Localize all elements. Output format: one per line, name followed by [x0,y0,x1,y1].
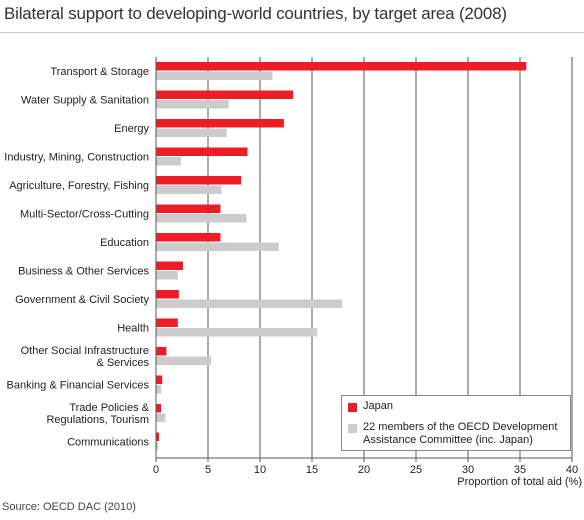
x-tick-label: 30 [462,464,474,476]
bar-japan [156,147,248,156]
x-tick-label: 10 [254,464,266,476]
legend-label-japan: Japan [363,400,393,412]
category-label: Education [100,237,149,249]
bar-japan [156,90,294,99]
category-label: Regulations, Tourism [46,414,149,426]
bar-japan [156,119,284,128]
bar-dac [156,71,273,80]
legend: Japan 22 members of the OECD Development… [341,395,571,451]
bar-japan [156,261,184,270]
bar-dac [156,214,247,223]
bar-japan [156,176,242,185]
category-label: Government & Civil Society [15,294,149,306]
legend-label-dac-line1: 22 members of the OECD Development [363,421,558,433]
legend-swatch-dac [348,424,357,433]
bar-dac [156,299,343,308]
x-tick-label: 15 [306,464,318,476]
bar-dac [156,413,166,422]
category-label: Communications [67,437,149,449]
x-tick-label: 20 [358,464,370,476]
legend-label-dac: 22 members of the OECD Development Assis… [363,421,563,447]
bar-dac [156,385,162,394]
bar-japan [156,62,527,71]
bar-dac [156,442,159,451]
category-label: Transport & Storage [50,66,149,78]
bar-japan [156,432,160,441]
bar-dac [156,356,212,365]
x-tick-label: 25 [410,464,422,476]
category-label: Energy [114,123,149,135]
source-note: Source: OECD DAC (2010) [2,501,136,513]
chart-title: Bilateral support to developing-world co… [4,4,507,23]
category-label: Water Supply & Sanitation [21,95,149,107]
category-label: Banking & Financial Services [7,380,150,392]
category-label: Agriculture, Forestry, Fishing [9,180,149,192]
x-tick-label: 5 [205,464,211,476]
bar-japan [156,233,221,242]
bar-japan [156,204,221,213]
bar-dac [156,128,227,137]
category-label: Other Social Infrastructure [21,345,149,357]
x-tick-label: 40 [566,464,578,476]
category-label: Business & Other Services [18,266,149,278]
tick-labels: 0 5 10 15 20 25 30 35 40 [153,464,578,476]
category-label: & Services [96,357,149,369]
category-label: Health [117,323,149,335]
bar-japan [156,375,163,384]
category-label: Multi-Sector/Cross-Cutting [20,209,149,221]
bar-japan [156,290,179,299]
legend-swatch-japan [348,403,357,412]
bar-dac [156,185,222,194]
category-label: Industry, Mining, Construction [4,152,149,164]
legend-label-dac-line2: Assistance Committee (inc. Japan) [363,434,533,446]
axes [155,57,573,462]
bar-japan [156,347,167,356]
category-labels: Transport & Storage Water Supply & Sanita… [4,66,149,449]
bar-dac [156,271,178,280]
category-label: Trade Policies & [69,402,149,414]
title-divider [0,32,584,33]
bar-dac [156,100,229,109]
bar-japan [156,404,162,413]
x-axis-label: Proportion of total aid (%) [457,476,582,488]
bars [156,62,527,451]
bar-dac [156,242,279,251]
x-tick-label: 35 [514,464,526,476]
bar-dac [156,328,318,337]
bar-japan [156,318,178,327]
x-tick-label: 0 [153,464,159,476]
bar-chart: Transport & Storage Water Supply & Sanita… [4,57,582,488]
bar-dac [156,157,181,166]
